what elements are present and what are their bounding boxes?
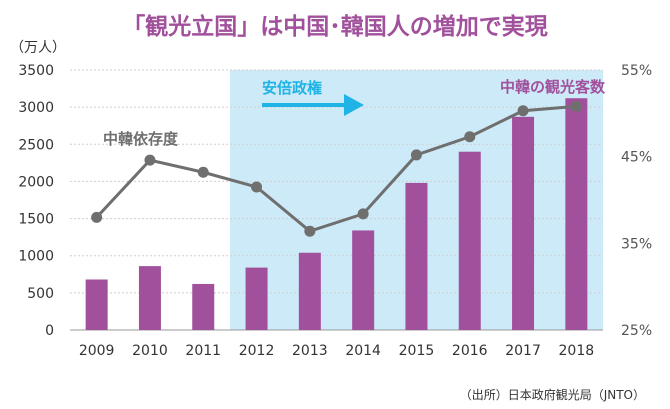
y-tick-label: 1500	[18, 212, 54, 228]
bar	[192, 283, 215, 330]
chart-title: 「観光立国」は中国･韓国人の増加で実現	[122, 13, 548, 40]
bar	[85, 279, 108, 330]
line-point	[410, 149, 422, 161]
line-point	[570, 100, 582, 112]
x-tick-label: 2018	[559, 343, 595, 359]
bar-layer	[85, 98, 588, 330]
bar	[405, 182, 428, 330]
line-series-path	[95, 104, 577, 233]
source-note: （出所）日本政府観光局（JNTO）	[460, 387, 645, 402]
y2-tick-label: 45%	[621, 150, 652, 166]
highlight-label: 安倍政権	[262, 79, 322, 97]
y-tick-label: 500	[27, 286, 54, 302]
line-series-label: 中韓依存度	[103, 130, 179, 148]
x-tick-label: 2017	[505, 343, 541, 359]
bar	[352, 230, 375, 330]
arrow-head	[344, 94, 364, 116]
line-point	[91, 211, 103, 223]
bar	[138, 266, 161, 330]
y2-tick-label: 25%	[621, 323, 652, 339]
bar	[458, 151, 481, 330]
line-point	[517, 105, 529, 117]
line-point	[464, 131, 476, 143]
y-tick-label: 0	[45, 323, 54, 339]
x-tick-label: 2011	[185, 343, 221, 359]
arrow-icon	[262, 94, 364, 116]
x-tick-label: 2014	[345, 343, 381, 359]
x-tick-label: 2016	[452, 343, 488, 359]
y-tick-label: 2500	[18, 137, 54, 153]
y2-tick-label: 55%	[621, 63, 652, 79]
y-axis-unit-label: （万人）	[10, 40, 66, 56]
x-tick-label: 2012	[239, 343, 275, 359]
bar	[512, 116, 535, 330]
line-point	[304, 225, 316, 237]
x-tick-label: 2013	[292, 343, 328, 359]
line-layer	[91, 100, 582, 237]
bar	[245, 267, 268, 330]
y-tick-label: 3000	[18, 100, 54, 116]
x-tick-label: 2010	[132, 343, 168, 359]
line-point	[357, 208, 369, 220]
label-layer: 3500 3000 2500 2000 1500 1000 500 0 55% 45% 35% 25%…	[18, 63, 652, 359]
bar	[298, 252, 321, 330]
y-tick-label: 3500	[18, 63, 54, 79]
y-tick-label: 2000	[18, 174, 54, 190]
x-tick-label: 2009	[79, 343, 115, 359]
x-tick-label: 2015	[399, 343, 435, 359]
bar	[565, 98, 588, 330]
y-tick-label: 1000	[18, 249, 54, 265]
line-point	[144, 154, 156, 166]
line-point	[197, 166, 209, 178]
bar-series-label: 中韓の観光客数	[500, 78, 606, 96]
line-point	[251, 181, 263, 193]
y2-tick-label: 35%	[621, 236, 652, 252]
